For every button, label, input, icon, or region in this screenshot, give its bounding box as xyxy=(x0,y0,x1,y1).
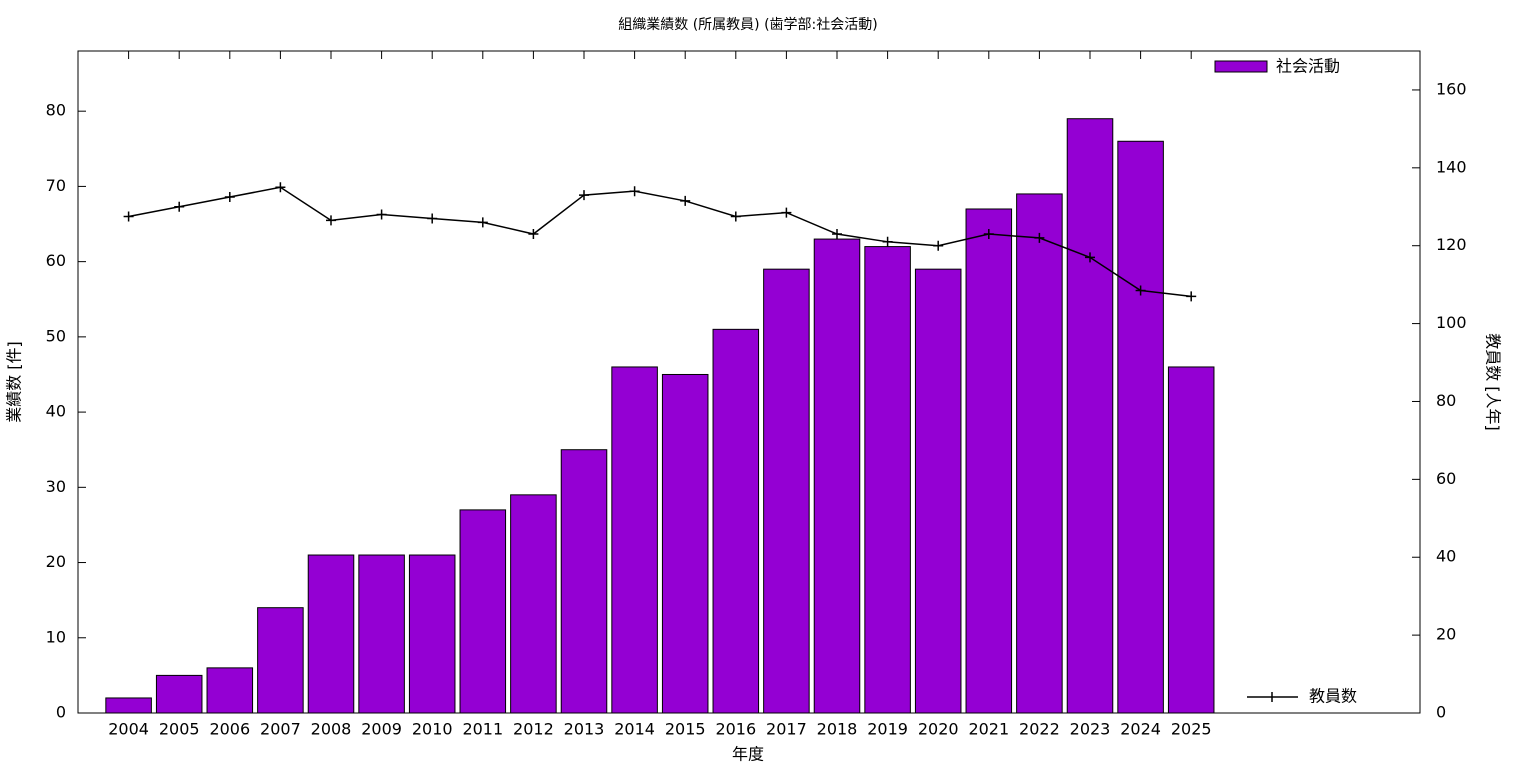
point-marker xyxy=(1135,285,1146,296)
point-marker xyxy=(680,195,691,206)
legend-label: 教員数 xyxy=(1309,687,1357,706)
x-tick-label: 2019 xyxy=(867,720,908,739)
point-marker xyxy=(781,207,792,218)
point-marker xyxy=(832,229,842,240)
x-tick-label: 2023 xyxy=(1070,720,1111,739)
point-marker xyxy=(933,240,944,251)
y2-tick-label: 140 xyxy=(1436,157,1467,176)
point-marker xyxy=(1085,252,1095,263)
point-marker xyxy=(174,201,185,212)
bar xyxy=(358,554,405,714)
x-tick-label: 2009 xyxy=(361,720,402,739)
y-tick-label: 40 xyxy=(46,402,66,421)
x-tick-label: 2014 xyxy=(614,720,655,739)
bar xyxy=(1117,140,1164,714)
bar xyxy=(1016,193,1063,714)
y2-tick-label: 40 xyxy=(1436,547,1456,566)
bar xyxy=(510,494,557,714)
x-tick-label: 2010 xyxy=(412,720,453,739)
bar xyxy=(611,366,658,714)
point-marker xyxy=(528,229,539,240)
y2-axis-label: 教員数 [人年] xyxy=(1484,333,1503,431)
x-tick-label: 2011 xyxy=(462,720,503,739)
bar xyxy=(408,554,456,714)
y2-tick-label: 0 xyxy=(1436,703,1446,722)
x-tick-label: 2006 xyxy=(209,720,250,739)
y-tick-label: 80 xyxy=(46,101,66,120)
x-tick-label: 2017 xyxy=(766,720,807,739)
point-marker xyxy=(983,229,994,240)
point-marker xyxy=(376,209,387,220)
y-tick-label: 30 xyxy=(46,477,66,496)
bar xyxy=(813,238,861,714)
y-tick-label: 50 xyxy=(46,326,66,345)
y2-tick-label: 60 xyxy=(1436,469,1456,488)
bar xyxy=(459,509,507,714)
point-marker xyxy=(579,190,589,201)
x-tick-label: 2018 xyxy=(817,720,858,739)
point-marker xyxy=(224,192,235,203)
point-marker xyxy=(326,215,336,226)
bar xyxy=(307,554,355,714)
y2-tick-label: 80 xyxy=(1436,391,1456,410)
bar xyxy=(206,667,254,714)
x-tick-label: 2024 xyxy=(1120,720,1161,739)
x-tick-label: 2021 xyxy=(968,720,1009,739)
x-tick-label: 2008 xyxy=(311,720,352,739)
y-tick-label: 70 xyxy=(46,176,66,195)
x-tick-label: 2007 xyxy=(260,720,301,739)
x-tick-label: 2025 xyxy=(1171,720,1212,739)
y-tick-label: 10 xyxy=(46,627,66,646)
bar xyxy=(1066,118,1114,714)
legend-swatch xyxy=(1247,692,1298,702)
point-marker xyxy=(275,182,286,193)
x-axis-label: 年度 xyxy=(732,745,764,764)
point-marker xyxy=(477,217,488,228)
y2-tick-label: 120 xyxy=(1436,235,1467,254)
point-marker xyxy=(1034,232,1045,243)
x-tick-label: 2012 xyxy=(513,720,554,739)
point-marker xyxy=(1186,291,1197,302)
y2-tick-label: 20 xyxy=(1436,625,1456,644)
x-tick-label: 2015 xyxy=(665,720,706,739)
bar xyxy=(105,697,152,714)
point-marker xyxy=(427,213,438,224)
bar xyxy=(712,328,760,714)
y-tick-label: 60 xyxy=(46,251,66,270)
point-marker xyxy=(730,211,741,222)
bar xyxy=(257,607,304,714)
y2-tick-label: 160 xyxy=(1436,79,1467,98)
point-marker xyxy=(629,186,640,197)
x-tick-label: 2022 xyxy=(1019,720,1060,739)
x-tick-label: 2016 xyxy=(715,720,756,739)
legend-label: 社会活動 xyxy=(1276,57,1340,76)
y-tick-label: 20 xyxy=(46,552,66,571)
x-tick-label: 2013 xyxy=(564,720,605,739)
bar xyxy=(864,246,911,714)
bar xyxy=(560,449,608,714)
x-tick-label: 2004 xyxy=(108,720,149,739)
y-tick-label: 0 xyxy=(56,703,66,722)
point-marker xyxy=(123,211,134,222)
point-marker xyxy=(882,236,893,247)
bar xyxy=(965,208,1013,714)
x-tick-label: 2005 xyxy=(159,720,200,739)
bar xyxy=(155,674,203,714)
bar xyxy=(1167,366,1215,714)
chart-title: 組織業績数 (所属教員) (歯学部:社会活動) xyxy=(618,17,877,33)
x-tick-label: 2020 xyxy=(918,720,959,739)
line xyxy=(128,186,1192,298)
bar xyxy=(763,268,810,714)
y-axis-label: 業績数 [件] xyxy=(5,341,24,423)
legend-swatch xyxy=(1214,60,1268,73)
y2-tick-label: 100 xyxy=(1436,313,1467,332)
bar xyxy=(914,268,962,714)
bar xyxy=(661,373,709,714)
